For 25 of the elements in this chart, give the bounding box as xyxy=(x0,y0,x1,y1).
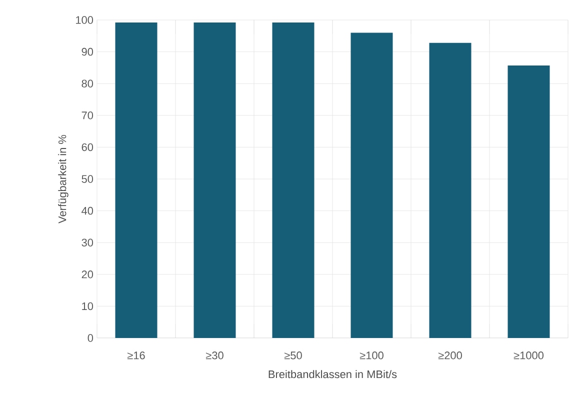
x-tick-label: ≥16 xyxy=(127,352,145,360)
bar xyxy=(115,22,158,338)
x-axis-title: Breitbandklassen in MBit/s xyxy=(268,370,397,378)
x-tick-label: ≥30 xyxy=(206,352,224,360)
y-tick-label: 0 xyxy=(88,334,94,342)
y-tick-label: 70 xyxy=(82,112,94,120)
y-tick-label: 40 xyxy=(82,206,94,215)
bar xyxy=(508,65,550,338)
bar xyxy=(429,42,472,338)
bar xyxy=(272,22,314,338)
y-tick-label: 60 xyxy=(82,143,94,152)
x-tick-label: ≥1000 xyxy=(514,352,544,360)
y-tick-label: 30 xyxy=(82,238,94,246)
y-tick-label: 20 xyxy=(82,270,94,278)
y-tick-label: 90 xyxy=(82,48,94,56)
bar xyxy=(350,32,393,338)
x-tick-label: ≥50 xyxy=(284,352,302,360)
bar xyxy=(194,22,236,338)
y-tick-label: 80 xyxy=(82,80,94,88)
y-tick-label: 100 xyxy=(76,16,94,24)
y-tick-label: 10 xyxy=(82,302,94,310)
y-tick-label: 50 xyxy=(82,175,94,183)
y-axis-title: Verfügbarkeit in % xyxy=(58,134,68,224)
x-tick-label: ≥200 xyxy=(438,352,462,360)
x-tick-label: ≥100 xyxy=(360,352,384,360)
